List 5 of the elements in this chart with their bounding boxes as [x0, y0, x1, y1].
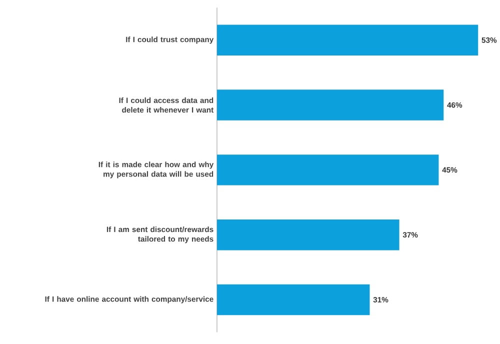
bar — [216, 220, 400, 250]
bar — [216, 284, 370, 316]
bar — [216, 154, 439, 186]
bar — [216, 24, 478, 56]
bar — [216, 90, 444, 121]
